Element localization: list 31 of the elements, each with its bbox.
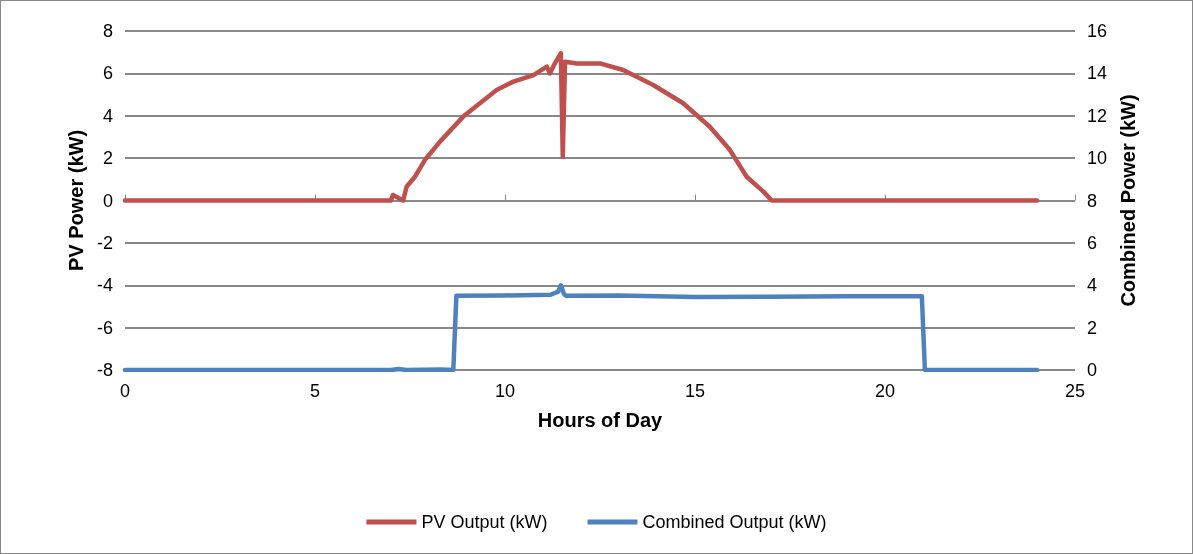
y-tick-label: -2 [96, 232, 113, 253]
y2-tick-label: 2 [1087, 317, 1098, 338]
y2-tick-label: 14 [1087, 63, 1108, 84]
y-tick-label: 4 [102, 105, 113, 126]
x-tick-label: 5 [309, 381, 321, 401]
y2-tick-label: 6 [1087, 232, 1098, 253]
y2-axis-title: Combined Power (kW) [1116, 94, 1139, 307]
x-tick-label: 10 [494, 381, 516, 401]
x-tick-label: 0 [119, 381, 131, 401]
y2-tick-label: 4 [1087, 275, 1098, 296]
y2-tick-label: 12 [1087, 105, 1108, 126]
y-tick-label: -4 [96, 275, 113, 296]
y-axis-title: PV Power (kW) [65, 129, 88, 272]
y-tick-label: 6 [102, 63, 113, 84]
y2-tick-label: 16 [1087, 21, 1108, 41]
legend-label: Combined Output (kW) [642, 512, 827, 532]
y2-tick-label: 0 [1087, 360, 1098, 380]
x-tick-label: 20 [874, 381, 896, 401]
x-axis-title: Hours of Day [537, 409, 664, 431]
y-tick-label: -6 [96, 317, 113, 338]
y-tick-label: 2 [102, 148, 113, 169]
legend-label: PV Output (kW) [421, 512, 548, 532]
y2-tick-label: 8 [1087, 190, 1098, 211]
y-tick-label: 0 [102, 190, 113, 211]
x-tick-label: 15 [684, 381, 706, 401]
y2-tick-label: 10 [1087, 148, 1108, 169]
line-series [122, 283, 1040, 373]
line-series [122, 51, 1040, 203]
y-tick-label: -8 [96, 360, 113, 380]
y-tick-label: 8 [102, 21, 113, 41]
x-tick-label: 25 [1064, 381, 1086, 401]
